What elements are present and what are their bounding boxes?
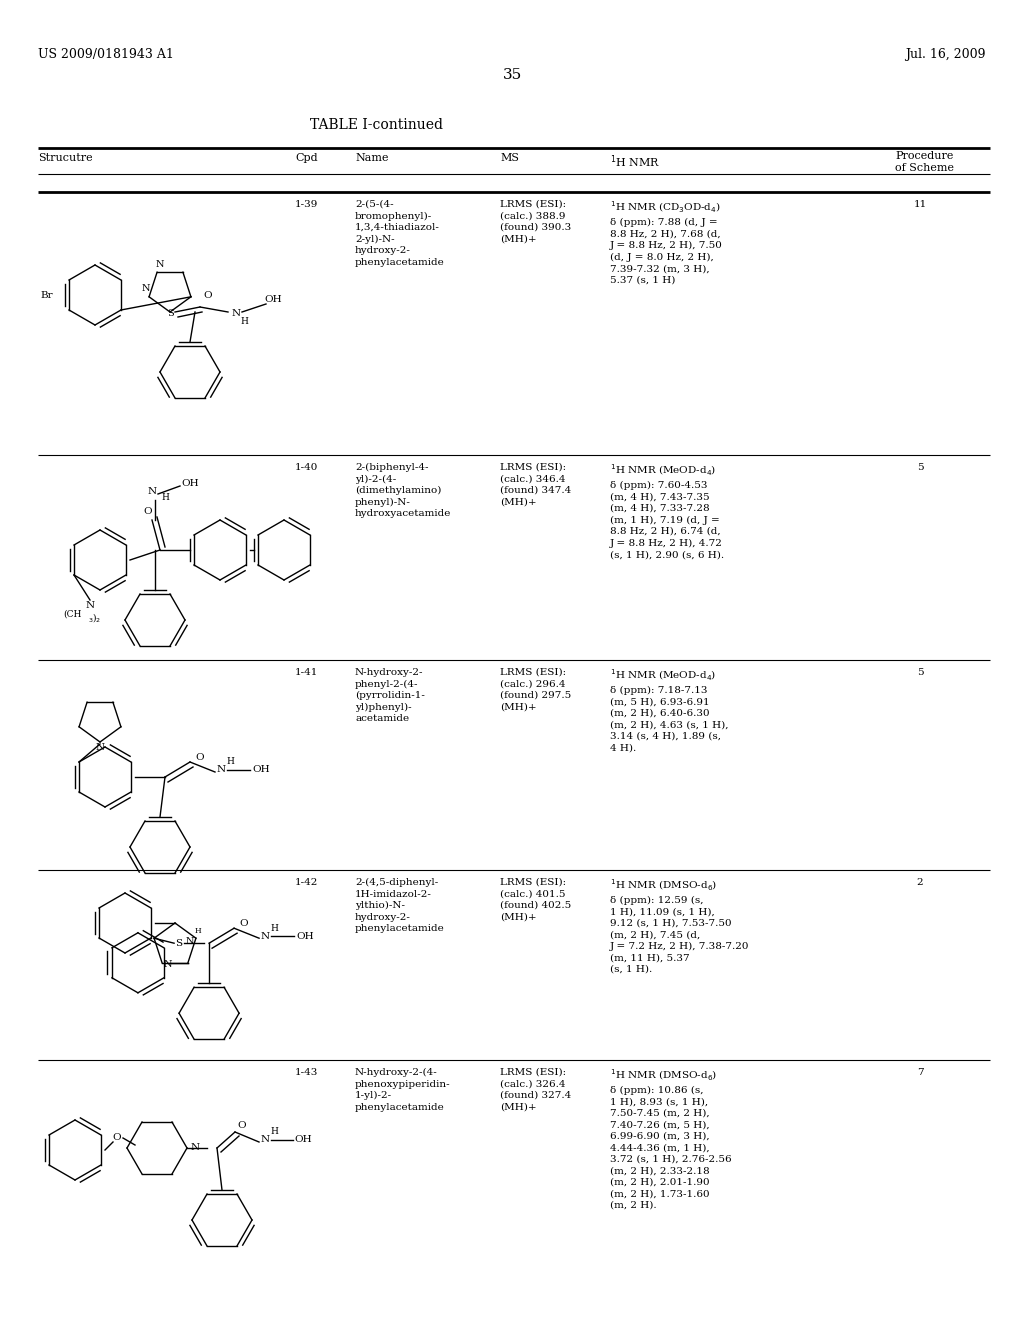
Text: $^{1}$H NMR (DMSO-d$_6$)
δ (ppm): 12.59 (s,
1 H), 11.09 (s, 1 H),
9.12 (s, 1 H),: $^{1}$H NMR (DMSO-d$_6$) δ (ppm): 12.59 … bbox=[610, 878, 750, 974]
Text: LRMS (ESI):
(calc.) 326.4
(found) 327.4
(MH)+: LRMS (ESI): (calc.) 326.4 (found) 327.4 … bbox=[500, 1068, 571, 1111]
Text: Br: Br bbox=[41, 290, 53, 300]
Text: LRMS (ESI):
(calc.) 296.4
(found) 297.5
(MH)+: LRMS (ESI): (calc.) 296.4 (found) 297.5 … bbox=[500, 668, 571, 711]
Text: H: H bbox=[270, 1127, 278, 1137]
Text: 11: 11 bbox=[913, 201, 927, 209]
Text: N: N bbox=[216, 766, 225, 775]
Text: H: H bbox=[240, 318, 248, 326]
Text: 1-41: 1-41 bbox=[295, 668, 318, 677]
Text: LRMS (ESI):
(calc.) 401.5
(found) 402.5
(MH)+: LRMS (ESI): (calc.) 401.5 (found) 402.5 … bbox=[500, 878, 571, 921]
Text: of Scheme: of Scheme bbox=[895, 162, 954, 173]
Text: US 2009/0181943 A1: US 2009/0181943 A1 bbox=[38, 48, 174, 61]
Text: H: H bbox=[195, 927, 202, 935]
Text: 1-42: 1-42 bbox=[295, 878, 318, 887]
Text: 5: 5 bbox=[916, 668, 924, 677]
Text: N: N bbox=[95, 743, 104, 752]
Text: O: O bbox=[238, 1122, 247, 1130]
Text: 1-43: 1-43 bbox=[295, 1068, 318, 1077]
Text: (CH: (CH bbox=[62, 610, 81, 619]
Text: Name: Name bbox=[355, 153, 388, 162]
Text: N: N bbox=[147, 487, 157, 496]
Text: H: H bbox=[270, 924, 278, 933]
Text: N: N bbox=[85, 601, 94, 610]
Text: OH: OH bbox=[294, 1135, 312, 1144]
Text: H: H bbox=[226, 758, 233, 767]
Text: O: O bbox=[113, 1134, 121, 1143]
Text: O: O bbox=[143, 507, 153, 516]
Text: 1-40: 1-40 bbox=[295, 463, 318, 473]
Text: H: H bbox=[161, 494, 169, 503]
Text: $^{1}$H NMR (CD$_3$OD-d$_4$)
δ (ppm): 7.88 (d, J =
8.8 Hz, 2 H), 7.68 (d,
J = 8.: $^{1}$H NMR (CD$_3$OD-d$_4$) δ (ppm): 7.… bbox=[610, 201, 723, 285]
Text: 2-(4,5-diphenyl-
1H-imidazol-2-
ylthio)-N-
hydroxy-2-
phenylacetamide: 2-(4,5-diphenyl- 1H-imidazol-2- ylthio)-… bbox=[355, 878, 444, 933]
Text: Strucutre: Strucutre bbox=[38, 153, 92, 162]
Text: N: N bbox=[156, 260, 164, 269]
Text: 35: 35 bbox=[503, 69, 521, 82]
Text: Cpd: Cpd bbox=[295, 153, 317, 162]
Text: N: N bbox=[142, 284, 151, 293]
Text: S: S bbox=[167, 309, 173, 318]
Text: 2-(biphenyl-4-
yl)-2-(4-
(dimethylamino)
phenyl)-N-
hydroxyacetamide: 2-(biphenyl-4- yl)-2-(4- (dimethylamino)… bbox=[355, 463, 452, 519]
Text: MS: MS bbox=[500, 153, 519, 162]
Text: N-hydroxy-2-(4-
phenoxypiperidin-
1-yl)-2-
phenylacetamide: N-hydroxy-2-(4- phenoxypiperidin- 1-yl)-… bbox=[355, 1068, 451, 1111]
Text: TABLE I-continued: TABLE I-continued bbox=[310, 117, 443, 132]
Text: LRMS (ESI):
(calc.) 388.9
(found) 390.3
(MH)+: LRMS (ESI): (calc.) 388.9 (found) 390.3 … bbox=[500, 201, 571, 243]
Text: N: N bbox=[231, 309, 241, 318]
Text: 2: 2 bbox=[916, 878, 924, 887]
Text: N: N bbox=[260, 1135, 269, 1144]
Text: N: N bbox=[190, 1143, 200, 1152]
Text: $^{1}$H NMR (MeOD-d$_4$)
δ (ppm): 7.60-4.53
(m, 4 H), 7.43-7.35
(m, 4 H), 7.33-7: $^{1}$H NMR (MeOD-d$_4$) δ (ppm): 7.60-4… bbox=[610, 463, 724, 560]
Text: $^{1}$H NMR (MeOD-d$_4$)
δ (ppm): 7.18-7.13
(m, 5 H), 6.93-6.91
(m, 2 H), 6.40-6: $^{1}$H NMR (MeOD-d$_4$) δ (ppm): 7.18-7… bbox=[610, 668, 728, 752]
Text: Jul. 16, 2009: Jul. 16, 2009 bbox=[905, 48, 986, 61]
Text: 7: 7 bbox=[916, 1068, 924, 1077]
Text: 2-(5-(4-
bromophenyl)-
1,3,4-thiadiazol-
2-yl)-N-
hydroxy-2-
phenylacetamide: 2-(5-(4- bromophenyl)- 1,3,4-thiadiazol-… bbox=[355, 201, 444, 267]
Text: 1-39: 1-39 bbox=[295, 201, 318, 209]
Text: OH: OH bbox=[296, 932, 314, 941]
Text: N-hydroxy-2-
phenyl-2-(4-
(pyrrolidin-1-
yl)phenyl)-
acetamide: N-hydroxy-2- phenyl-2-(4- (pyrrolidin-1-… bbox=[355, 668, 425, 723]
Text: OH: OH bbox=[181, 479, 199, 487]
Text: $^{1}$H NMR (DMSO-d$_6$)
δ (ppm): 10.86 (s,
1 H), 8.93 (s, 1 H),
7.50-7.45 (m, 2: $^{1}$H NMR (DMSO-d$_6$) δ (ppm): 10.86 … bbox=[610, 1068, 731, 1209]
Text: 5: 5 bbox=[916, 463, 924, 473]
Text: OH: OH bbox=[264, 296, 282, 305]
Text: O: O bbox=[240, 919, 249, 928]
Text: $_3$)$_2$: $_3$)$_2$ bbox=[88, 611, 101, 624]
Text: O: O bbox=[196, 752, 205, 762]
Text: $^{1}$H NMR: $^{1}$H NMR bbox=[610, 153, 660, 169]
Text: N: N bbox=[164, 960, 172, 969]
Text: O: O bbox=[204, 290, 212, 300]
Text: Procedure: Procedure bbox=[895, 150, 953, 161]
Text: N: N bbox=[185, 937, 195, 945]
Text: S: S bbox=[175, 939, 182, 948]
Text: LRMS (ESI):
(calc.) 346.4
(found) 347.4
(MH)+: LRMS (ESI): (calc.) 346.4 (found) 347.4 … bbox=[500, 463, 571, 507]
Text: N: N bbox=[260, 932, 269, 941]
Text: OH: OH bbox=[252, 766, 269, 775]
